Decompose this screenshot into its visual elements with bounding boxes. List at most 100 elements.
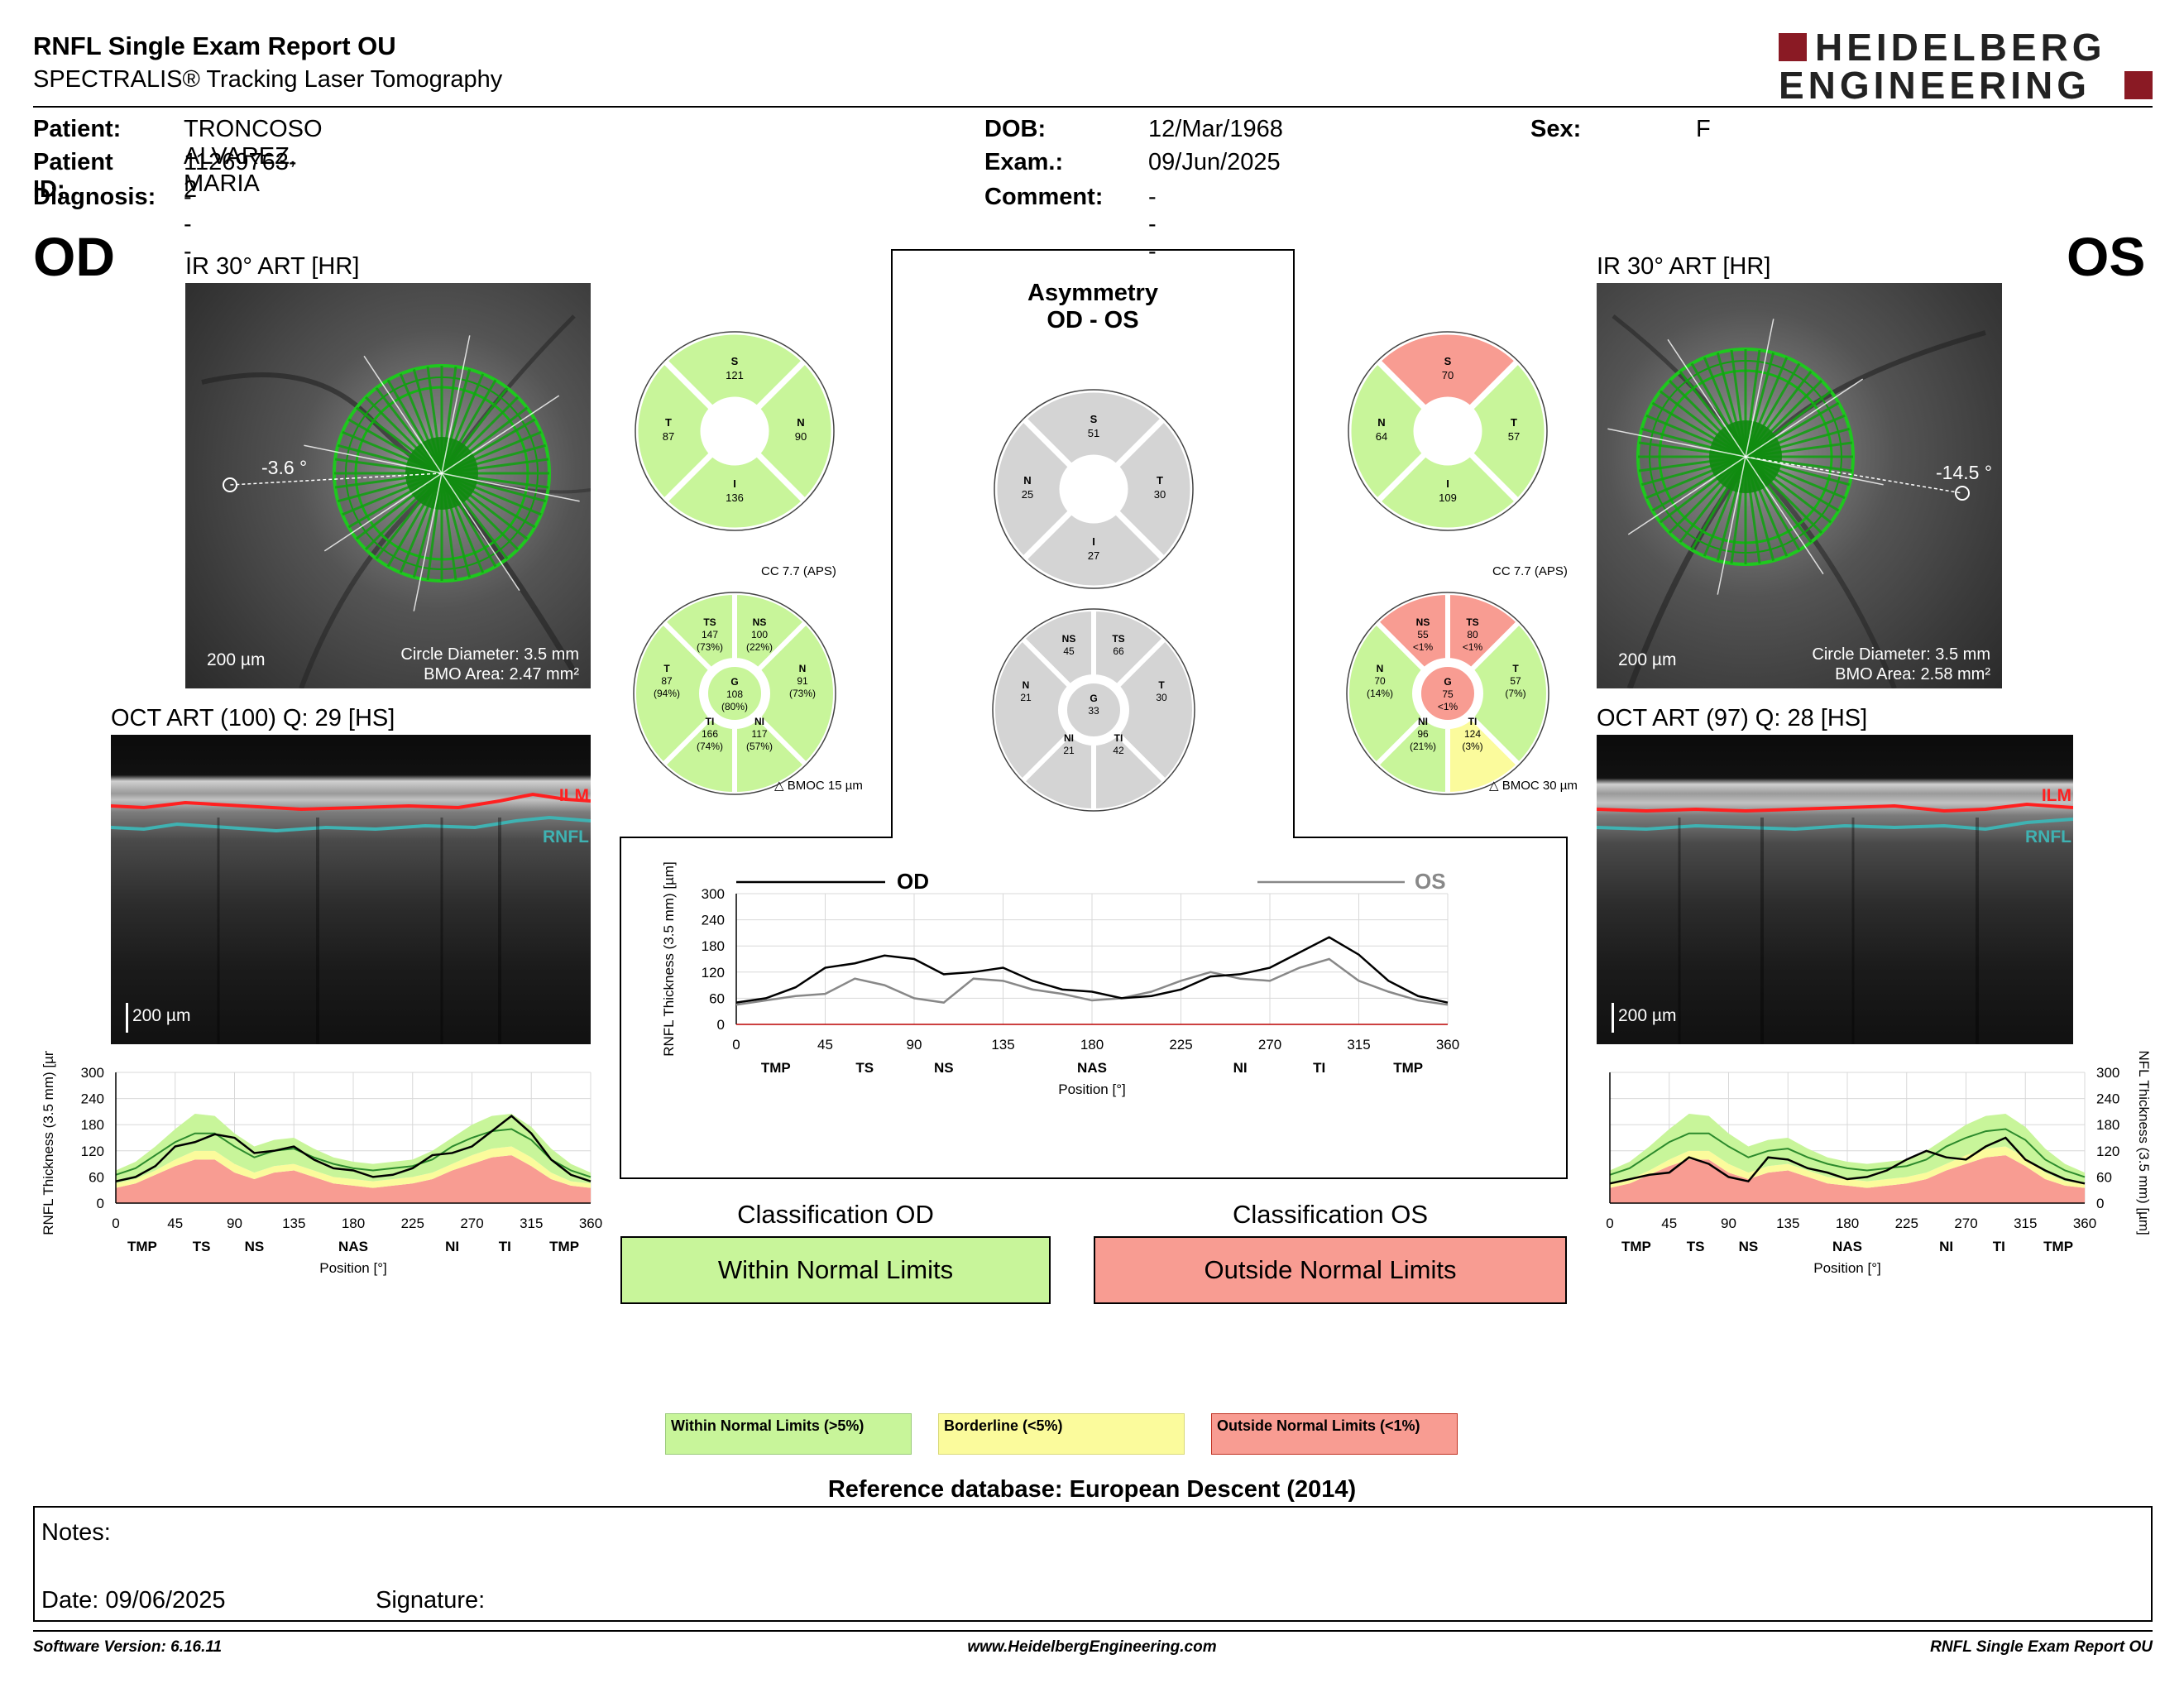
- center-graph-region-2: NS: [934, 1060, 954, 1076]
- asym-sector-pie-value-T: 30: [1156, 692, 1167, 703]
- od-sector-pie-label-NS: NS: [753, 616, 767, 628]
- center-graph-region-3: NAS: [1077, 1060, 1107, 1076]
- od-quadrant-pie-label-I: I: [733, 477, 736, 490]
- od-sector-pie-value-T: 87: [661, 675, 673, 687]
- center-graph-xtick-90: 90: [907, 1037, 922, 1053]
- os-circle-diameter: Circle Diameter: 3.5 mm: [1812, 645, 1990, 664]
- os-sector-pie-label-TS: TS: [1466, 616, 1478, 628]
- od-sector-pie-label-T: T: [663, 663, 670, 674]
- od-sector-pie-label-NI: NI: [754, 716, 764, 727]
- center-thickness-graph: 0 60 120 180 240 300 0 45 90 135 180 225 270 315 360 TM…: [661, 861, 1459, 1097]
- footer-website[interactable]: www.HeidelbergEngineering.com: [967, 1638, 1217, 1656]
- patient-id-label: Patient ID:: [33, 149, 113, 203]
- os-sector-pie-value-T: 57: [1510, 675, 1521, 687]
- os-graph-ytick-60: 60: [2096, 1169, 2112, 1185]
- od-quadrant-pie-label-S: S: [731, 355, 739, 367]
- od-sector-pie-pct-G: (80%): [721, 701, 748, 712]
- od-quadrant-pie-label-N: N: [797, 416, 804, 429]
- brand-logo: HEIDELBERG ENGINEERING: [1779, 26, 2153, 107]
- sex-value: F: [1696, 116, 1711, 142]
- od-bmoc-label: △ BMOC 15 µm: [774, 779, 863, 793]
- asym-quadrant-pie-value-S: 51: [1088, 427, 1099, 439]
- os-sector-pie-label-TI: TI: [1468, 716, 1478, 727]
- os-graph-ytick-240: 240: [2096, 1091, 2119, 1107]
- asym-sector-pie-label-NS: NS: [1062, 633, 1076, 645]
- os-classification-box: Outside Normal Limits: [1094, 1236, 1567, 1304]
- brand-square-2: [2124, 71, 2153, 99]
- os-sector-pie-value-NS: 55: [1417, 629, 1429, 640]
- os-sector-pie-value-NI: 96: [1417, 728, 1429, 740]
- os-graph-xlabel: Position [°]: [1813, 1260, 1880, 1276]
- od-graph-ytick-120: 120: [81, 1144, 104, 1159]
- os-oct-scale-label: 200 µm: [1618, 1006, 1677, 1025]
- od-angle-label: -3.6 °: [261, 457, 308, 478]
- os-classification-value: Outside Normal Limits: [1204, 1255, 1457, 1284]
- asym-quadrant-pie-value-N: 25: [1022, 488, 1033, 501]
- os-sector-pie-pct-T: (7%): [1505, 688, 1525, 699]
- asym-sector-pie-label-N: N: [1023, 679, 1030, 691]
- legend-wnl: Within Normal Limits (>5%): [665, 1413, 912, 1455]
- os-graph-xtick-270: 270: [1954, 1216, 1977, 1231]
- od-scale-label: 200 µm: [207, 650, 266, 669]
- brand-line-1: HEIDELBERG: [1815, 26, 2106, 69]
- footer-rule: [33, 1630, 2153, 1632]
- od-sector-pie-label-TS: TS: [703, 616, 716, 628]
- od-graph-xtick-270: 270: [460, 1216, 483, 1231]
- od-sector-pie-pct-NI: (57%): [746, 741, 773, 752]
- os-sector-pie-label-N: N: [1377, 663, 1384, 674]
- notes-box[interactable]: Notes: Date: 09/06/2025 Signature:: [33, 1506, 2153, 1622]
- od-graph-region-4: NI: [445, 1239, 459, 1254]
- os-graph-region-3: NAS: [1832, 1239, 1862, 1254]
- os-graph-band-onl: [1610, 1155, 2085, 1203]
- os-quadrant-pie-label-S: S: [1444, 355, 1452, 367]
- od-graph-xtick-360: 360: [579, 1216, 602, 1231]
- os-graph-xtick-225: 225: [1895, 1216, 1918, 1231]
- center-graph-region-4: NI: [1233, 1060, 1248, 1076]
- od-quadrant-pie-value-T: 87: [663, 430, 674, 443]
- od-graph-region-2: NS: [245, 1239, 265, 1254]
- asym-quadrant-pie-label-I: I: [1092, 535, 1095, 548]
- os-bmoc-label: △ BMOC 30 µm: [1489, 779, 1578, 793]
- os-sector-pie-value-G: 75: [1442, 688, 1454, 700]
- center-graph-region-1: TS: [855, 1060, 874, 1076]
- header-rule: [33, 106, 2153, 108]
- os-graph-xtick-0: 0: [1606, 1216, 1613, 1231]
- center-graph-xtick-45: 45: [817, 1037, 833, 1053]
- od-classification-title: Classification OD: [737, 1200, 934, 1229]
- od-eye-label: OD: [33, 226, 115, 287]
- os-graph-ylabel: RNFL Thickness (3.5 mm) [µm]: [2136, 1051, 2152, 1235]
- os-graph-ytick-0: 0: [2096, 1196, 2104, 1211]
- reference-database: Reference database: European Descent (20…: [827, 1476, 1357, 1503]
- od-quadrant-pie-value-N: 90: [795, 430, 807, 443]
- od-sector-pie-pct-T: (94%): [654, 688, 680, 699]
- od-graph-band-onl: [116, 1155, 591, 1203]
- od-circle-diameter: Circle Diameter: 3.5 mm: [400, 645, 579, 664]
- notes-date: Date: 09/06/2025: [41, 1587, 226, 1614]
- os-scan-circle-overlay: [1607, 319, 1970, 595]
- od-graph-region-5: TI: [499, 1239, 511, 1254]
- od-bmo-area: BMO Area: 2.47 mm²: [424, 665, 579, 683]
- os-graph-series-OS: [1609, 1136, 2086, 1185]
- os-graph-ytick-300: 300: [2096, 1065, 2119, 1081]
- os-graph-band-wnl: [1610, 1114, 2085, 1184]
- os-cc-label: CC 7.7 (APS): [1492, 564, 1568, 578]
- od-quadrant-pie-value-I: 136: [726, 492, 744, 504]
- od-sector-pie-pct-N: (73%): [789, 688, 816, 699]
- os-sector-pie-sector-G: [1418, 664, 1478, 723]
- os-sector-pie-pct-NI: (21%): [1410, 741, 1436, 752]
- legend-onl: Outside Normal Limits (<1%): [1211, 1413, 1458, 1455]
- od-graph-xtick-315: 315: [520, 1216, 543, 1231]
- center-graph-xtick-270: 270: [1258, 1037, 1281, 1053]
- asym-sector-pie-value-TS: 66: [1113, 645, 1124, 657]
- od-sector-pie-label-N: N: [799, 663, 807, 674]
- asym-sector-pie-sector-G: [1064, 680, 1123, 740]
- center-graph-legend-od: OD: [897, 869, 929, 894]
- od-graph-xtick-135: 135: [282, 1216, 305, 1231]
- os-fundus-image: -14.5 ° 200 µm Circle Diameter: 3.5 mm B…: [1597, 283, 2002, 688]
- od-sector-pie-sector-G: [705, 664, 764, 723]
- center-graph-region-5: TI: [1313, 1060, 1325, 1076]
- center-graph-region-0: TMP: [761, 1060, 791, 1076]
- od-graph-xtick-45: 45: [167, 1216, 183, 1231]
